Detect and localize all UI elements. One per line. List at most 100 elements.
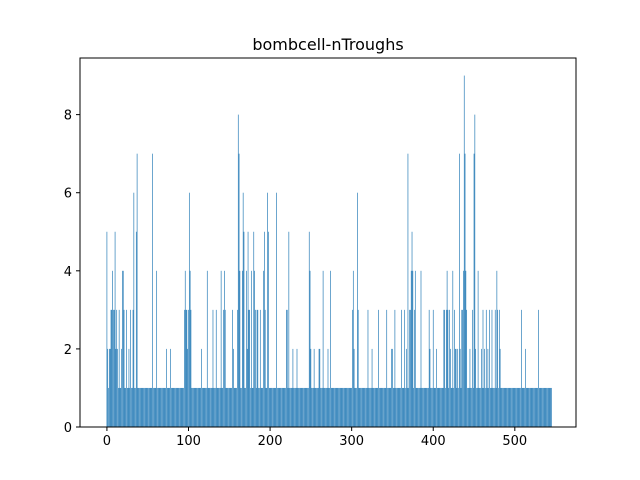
bar <box>545 387 547 427</box>
bar <box>500 387 502 427</box>
bar <box>208 387 210 427</box>
bar <box>174 387 175 427</box>
bar <box>472 309 473 427</box>
bar <box>321 387 323 427</box>
chart-title: bombcell-nTroughs <box>252 35 403 54</box>
bar <box>311 387 313 427</box>
bar <box>313 348 315 427</box>
bar <box>170 348 171 427</box>
bar <box>340 387 342 427</box>
bar <box>251 387 253 427</box>
bar <box>186 309 188 427</box>
bar <box>213 387 215 427</box>
bar <box>367 309 369 427</box>
bar <box>193 387 195 427</box>
bar <box>446 270 448 427</box>
bar <box>395 387 397 427</box>
bar <box>120 387 122 427</box>
bar <box>436 348 437 427</box>
bar <box>550 387 552 427</box>
bar <box>442 387 444 427</box>
bar <box>356 387 357 427</box>
bar <box>218 387 220 427</box>
bar <box>490 387 491 427</box>
bar <box>518 387 520 427</box>
bar <box>327 348 329 427</box>
bar <box>129 387 131 427</box>
bar <box>172 387 174 427</box>
bar <box>131 387 132 427</box>
bar <box>268 231 269 427</box>
bar <box>193 387 194 427</box>
bar <box>252 387 254 427</box>
bar <box>169 387 171 427</box>
bar <box>291 387 293 427</box>
bar <box>153 387 155 427</box>
bar <box>544 387 546 427</box>
bar <box>519 387 521 427</box>
bar <box>118 387 119 427</box>
bar <box>140 387 142 427</box>
bar <box>507 387 509 427</box>
bar <box>330 270 331 427</box>
bar <box>263 270 264 427</box>
bar <box>110 309 112 427</box>
x-tick-label: 200 <box>258 434 283 449</box>
bar <box>494 387 495 427</box>
bar <box>289 387 290 427</box>
bar <box>378 309 379 427</box>
bar <box>463 75 465 427</box>
bar <box>299 387 300 427</box>
bar <box>384 387 386 427</box>
bar <box>406 387 408 427</box>
bar <box>529 387 531 427</box>
bar <box>335 387 337 427</box>
bar <box>154 387 156 427</box>
bar <box>497 309 499 427</box>
bar <box>374 387 375 427</box>
bar <box>421 387 423 427</box>
bar <box>241 387 242 427</box>
bar <box>370 387 372 427</box>
bar <box>460 387 462 427</box>
bar <box>357 192 358 427</box>
bar <box>407 153 409 428</box>
bar <box>152 153 153 428</box>
bar <box>123 309 125 427</box>
bar <box>153 387 154 427</box>
bar <box>410 309 411 427</box>
bar <box>192 387 193 427</box>
bar <box>264 309 266 427</box>
bar <box>307 387 308 427</box>
bar <box>254 270 255 427</box>
bar <box>180 387 181 427</box>
bar <box>219 387 220 427</box>
y-tick-label: 0 <box>64 421 72 436</box>
bar <box>107 348 109 427</box>
bar <box>524 387 525 427</box>
bar <box>191 387 193 427</box>
bar <box>353 348 355 427</box>
bar <box>467 387 469 427</box>
bar <box>509 387 511 427</box>
bar <box>527 387 529 427</box>
bar <box>268 387 270 427</box>
bar <box>426 387 428 427</box>
bar <box>233 348 234 427</box>
bar <box>184 270 186 427</box>
bar <box>543 387 544 427</box>
bar <box>151 387 153 427</box>
bar <box>503 387 504 427</box>
bar <box>523 387 525 427</box>
bar <box>538 309 539 427</box>
bar <box>331 387 333 427</box>
bar <box>420 270 422 427</box>
bar <box>398 387 400 427</box>
bar <box>171 387 173 427</box>
bar <box>143 387 144 427</box>
bar <box>299 387 301 427</box>
bar <box>423 387 424 427</box>
bar <box>168 387 170 427</box>
bar <box>393 387 395 427</box>
bar <box>260 387 262 427</box>
